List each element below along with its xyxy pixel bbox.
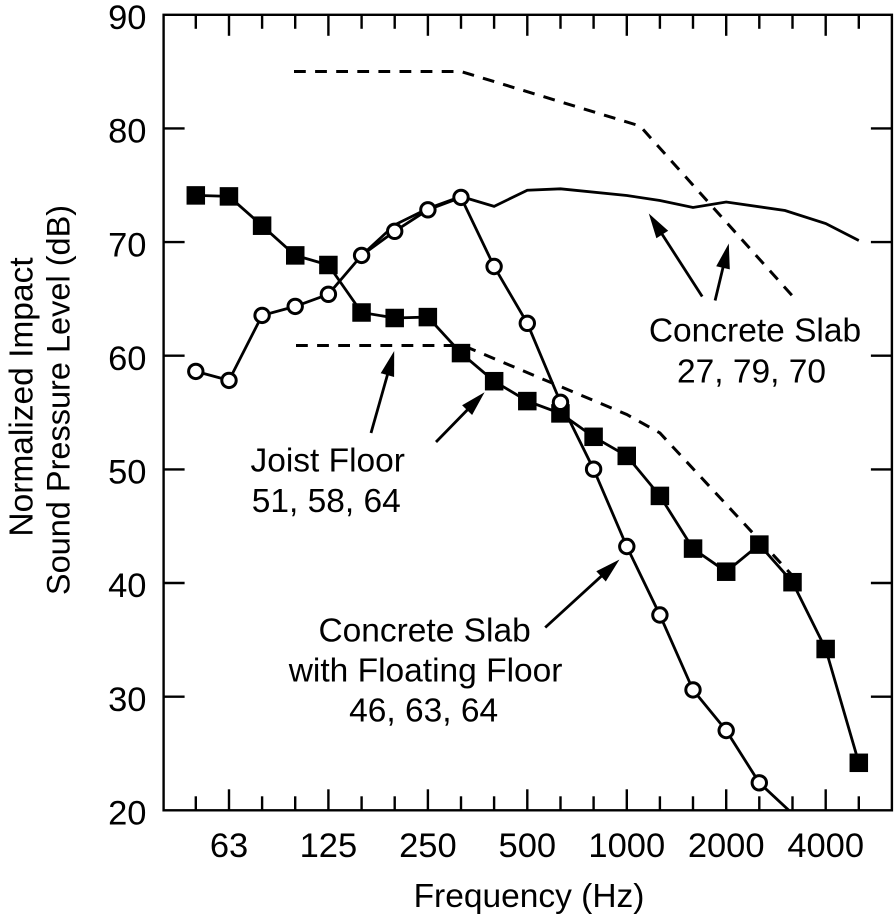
svg-text:51, 58, 64: 51, 58, 64 [252,483,401,520]
svg-text:with Floating Floor: with Floating Floor [288,653,563,690]
svg-text:70: 70 [108,226,146,264]
svg-text:90: 90 [108,0,146,37]
svg-text:Sound Pressure Level (dB): Sound Pressure Level (dB) [41,205,77,595]
svg-text:Frequency (Hz): Frequency (Hz) [414,878,645,915]
svg-text:Joist Floor: Joist Floor [250,443,405,480]
svg-text:60: 60 [108,340,146,378]
svg-text:46, 63, 64: 46, 63, 64 [349,692,498,729]
svg-text:2000: 2000 [688,827,765,865]
svg-text:500: 500 [499,827,557,865]
svg-text:63: 63 [210,827,248,865]
svg-text:125: 125 [300,827,358,865]
svg-text:80: 80 [108,113,146,151]
svg-text:4000: 4000 [787,827,864,865]
svg-text:27, 79, 70: 27, 79, 70 [677,354,826,391]
svg-text:Normalized Impact: Normalized Impact [4,257,41,537]
svg-text:50: 50 [108,454,146,492]
svg-text:Concrete Slab: Concrete Slab [649,312,861,349]
svg-text:40: 40 [108,567,146,605]
svg-text:250: 250 [399,827,457,865]
svg-text:Concrete Slab: Concrete Slab [318,612,530,649]
svg-text:20: 20 [108,795,146,833]
svg-text:30: 30 [108,681,146,719]
svg-text:1000: 1000 [588,827,665,865]
